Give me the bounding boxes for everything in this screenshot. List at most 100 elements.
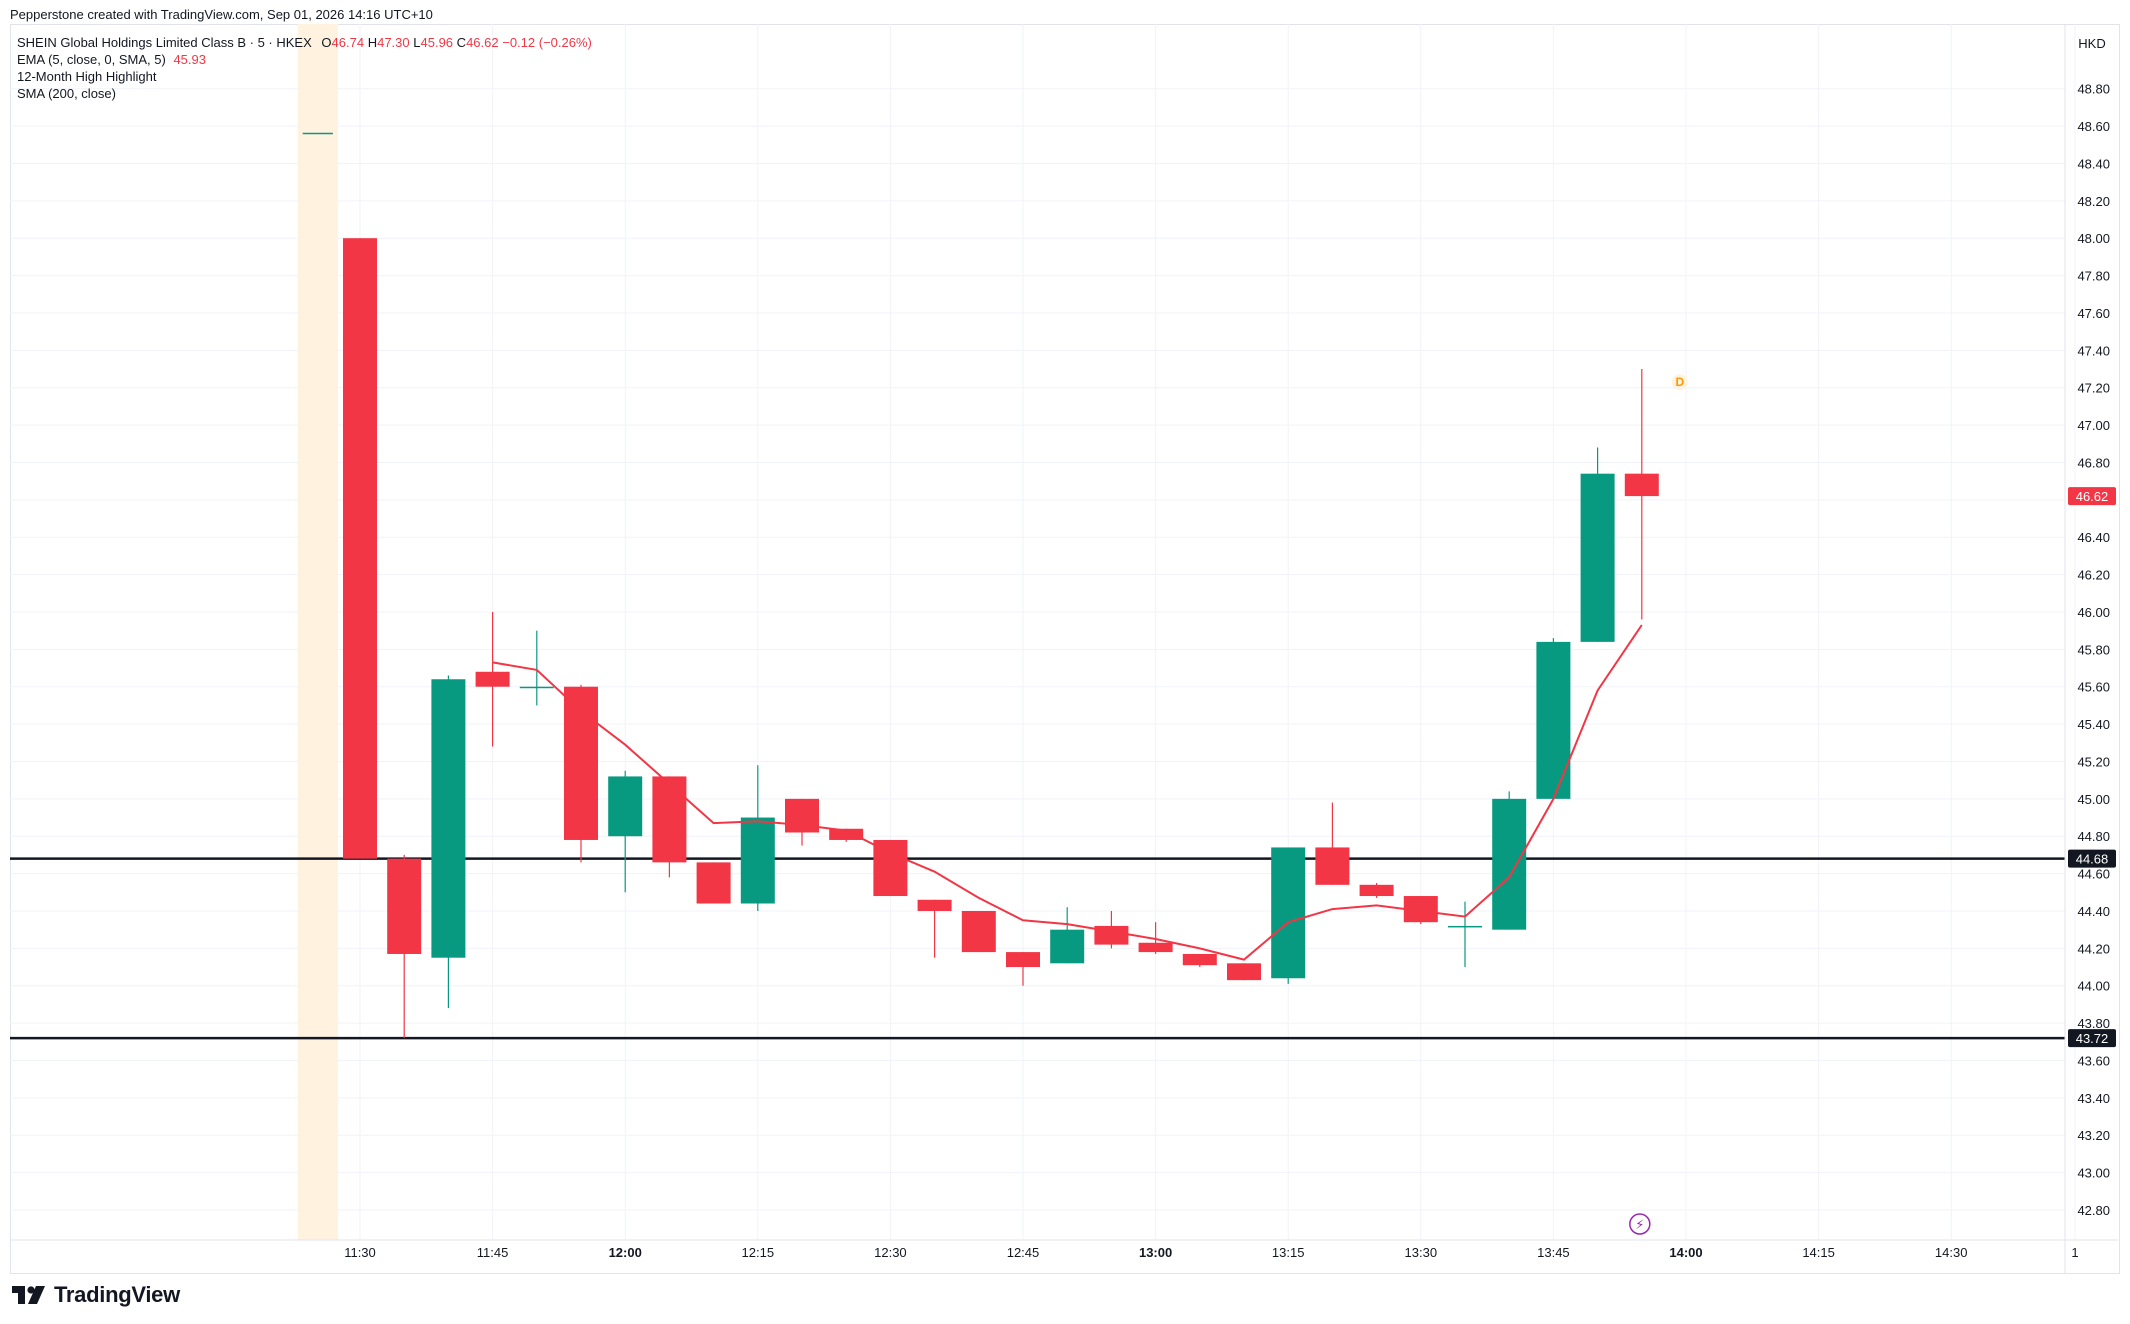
candle[interactable] <box>1448 901 1482 968</box>
candle[interactable] <box>1050 907 1085 964</box>
time-tick-label: 14:15 <box>1802 1245 1835 1260</box>
last-price-tag <box>2068 487 2116 506</box>
candle[interactable] <box>608 770 643 893</box>
candle[interactable] <box>387 854 422 1039</box>
dividend-marker[interactable] <box>1671 374 1688 391</box>
price-tick-label: 48.60 <box>2077 119 2110 134</box>
symbol-row: SHEIN Global Holdings Limited Class B · … <box>17 34 592 51</box>
candle-body <box>1006 952 1040 968</box>
time-tick-label: 12:00 <box>609 1245 642 1260</box>
candle-body <box>1182 953 1217 966</box>
line-price-tag-label: 44.68 <box>2076 852 2109 867</box>
candle-body <box>1580 473 1615 642</box>
close-value: 46.62 <box>466 35 499 50</box>
price-tick-label: 44.60 <box>2077 867 2110 882</box>
candle-body <box>873 839 908 897</box>
candle-body <box>1315 847 1350 885</box>
candle[interactable] <box>475 611 510 747</box>
highlight-label: 12-Month High Highlight <box>17 69 157 84</box>
candle[interactable] <box>961 910 996 953</box>
time-tick-label: 11:30 <box>344 1245 376 1260</box>
candle[interactable] <box>1536 638 1571 799</box>
candle[interactable] <box>1271 847 1306 984</box>
time-axis[interactable]: 11:30 11:45 12:00 12:15 12:30 12:45 13:00 13:15… <box>344 1245 2078 1260</box>
price-tick-label: 46.20 <box>2077 568 2110 583</box>
candle[interactable] <box>740 765 775 911</box>
candle[interactable] <box>343 238 377 859</box>
close-label: C <box>456 35 467 50</box>
tradingview-logo-text: TradingView <box>54 1282 180 1307</box>
candle[interactable] <box>1315 802 1350 885</box>
candle[interactable] <box>696 862 731 904</box>
candle-body <box>696 862 731 904</box>
sma-row[interactable]: SMA (200, close) <box>17 85 592 102</box>
candle-body <box>1227 963 1261 981</box>
ema-row[interactable]: EMA (5, close, 0, SMA, 5) 45.93 <box>17 51 592 68</box>
candles <box>343 238 1659 1039</box>
price-tick-label: 47.60 <box>2077 306 2110 321</box>
open-label: O <box>321 35 332 50</box>
candle[interactable] <box>1580 447 1615 642</box>
candle-body <box>1624 473 1659 497</box>
candle[interactable] <box>652 776 687 878</box>
chart-credit: Pepperstone created with TradingView.com… <box>10 7 433 22</box>
candle[interactable] <box>873 839 908 897</box>
price-tick-label: 48.00 <box>2077 231 2110 246</box>
currency-label: HKD <box>2078 36 2105 51</box>
high-value: 47.30 <box>377 35 410 50</box>
price-tick-label: 47.00 <box>2077 418 2110 433</box>
time-tick-label: 1 <box>2071 1245 2078 1260</box>
candle-body <box>431 679 466 958</box>
time-tick-label: 14:30 <box>1935 1245 1968 1260</box>
candle[interactable] <box>1492 791 1527 930</box>
candle-body <box>1492 798 1527 930</box>
price-tick-label: 47.80 <box>2077 269 2110 284</box>
price-tick-label: 47.40 <box>2077 343 2110 358</box>
candle[interactable] <box>431 675 466 1009</box>
ema-value: 45.93 <box>173 52 206 67</box>
line-price-tag <box>2068 1029 2116 1048</box>
price-tick-label: 44.20 <box>2077 941 2110 956</box>
candle[interactable] <box>1227 963 1261 981</box>
candle-body <box>1050 929 1085 964</box>
candle-body <box>740 817 775 904</box>
line-price-tag <box>2068 849 2116 868</box>
candle[interactable] <box>1182 953 1217 968</box>
event-marker[interactable] <box>1629 1213 1651 1235</box>
candle[interactable] <box>1006 952 1040 986</box>
price-tick-label: 45.80 <box>2077 642 2110 657</box>
time-tick-label: 13:00 <box>1139 1245 1172 1260</box>
price-axis[interactable]: 42.80 43.00 43.20 43.40 43.60 43.80 44.00 44.20… <box>2077 82 2110 1218</box>
price-tick-label: 46.40 <box>2077 530 2110 545</box>
time-tick-label: 12:30 <box>874 1245 907 1260</box>
price-tick-label: 46.80 <box>2077 455 2110 470</box>
candle[interactable] <box>785 798 819 846</box>
time-tick-label: 13:15 <box>1272 1245 1305 1260</box>
candle[interactable] <box>519 630 554 706</box>
last-price-tag-label: 46.62 <box>2076 489 2109 504</box>
price-tick-label: 45.40 <box>2077 717 2110 732</box>
ema-label: EMA (5, close, 0, SMA, 5) <box>17 52 166 67</box>
price-tick-label: 43.00 <box>2077 1166 2110 1181</box>
price-tick-label: 42.80 <box>2077 1203 2110 1218</box>
candle-body <box>961 910 996 953</box>
change-value: −0.12 (−0.26%) <box>502 35 592 50</box>
tradingview-logo[interactable]: TradingView <box>12 1282 180 1308</box>
price-tick-label: 45.60 <box>2077 680 2110 695</box>
candle[interactable] <box>1359 882 1394 898</box>
sma-label: SMA (200, close) <box>17 86 116 101</box>
low-label: L <box>413 35 421 50</box>
highlight-row[interactable]: 12-Month High Highlight <box>17 68 592 85</box>
candle[interactable] <box>564 684 598 863</box>
candle[interactable] <box>1624 369 1659 620</box>
ema-line[interactable] <box>492 624 1643 961</box>
symbol-name[interactable]: SHEIN Global Holdings Limited Class B · … <box>17 35 312 50</box>
price-tick-label: 44.40 <box>2077 904 2110 919</box>
candle[interactable] <box>917 899 952 958</box>
price-tick-label: 48.20 <box>2077 194 2110 209</box>
high-label: H <box>367 35 378 50</box>
price-tick-label: 48.80 <box>2077 82 2110 97</box>
tradingview-logo-icon <box>12 1286 45 1304</box>
candle-body <box>387 858 422 954</box>
